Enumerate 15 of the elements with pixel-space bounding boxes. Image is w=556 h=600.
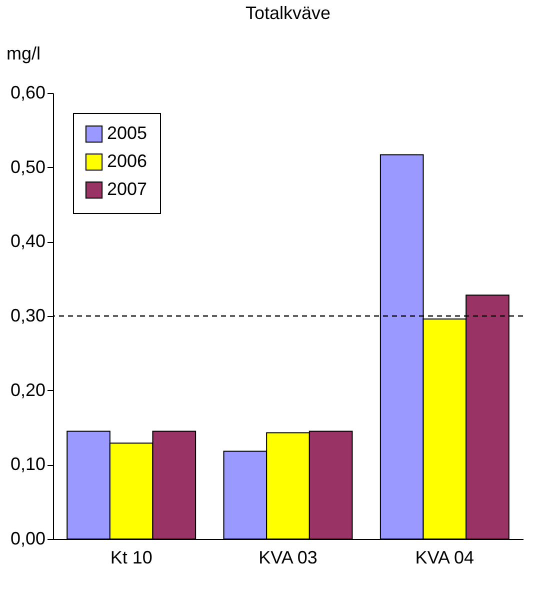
y-tick-label: 0,10	[10, 454, 46, 474]
x-tick-label: KVA 03	[258, 548, 318, 568]
x-tick-label: Kt 10	[110, 548, 152, 568]
y-tick-label: 0,20	[10, 380, 46, 400]
y-tick-label: 0,60	[10, 82, 46, 102]
y-axis-title: mg/l	[6, 44, 41, 64]
x-tick-label: KVA 04	[415, 548, 474, 568]
chart-title: Totalkväve	[245, 3, 331, 23]
legend-label: 2007	[107, 179, 148, 199]
legend-label: 2005	[107, 123, 148, 143]
y-tick-label: 0,30	[10, 306, 46, 326]
legend-label: 2006	[107, 151, 148, 171]
y-tick-label: 0,50	[10, 156, 46, 177]
y-tick-label: 0,40	[10, 231, 46, 252]
y-tick-label: 0,00	[10, 528, 46, 548]
